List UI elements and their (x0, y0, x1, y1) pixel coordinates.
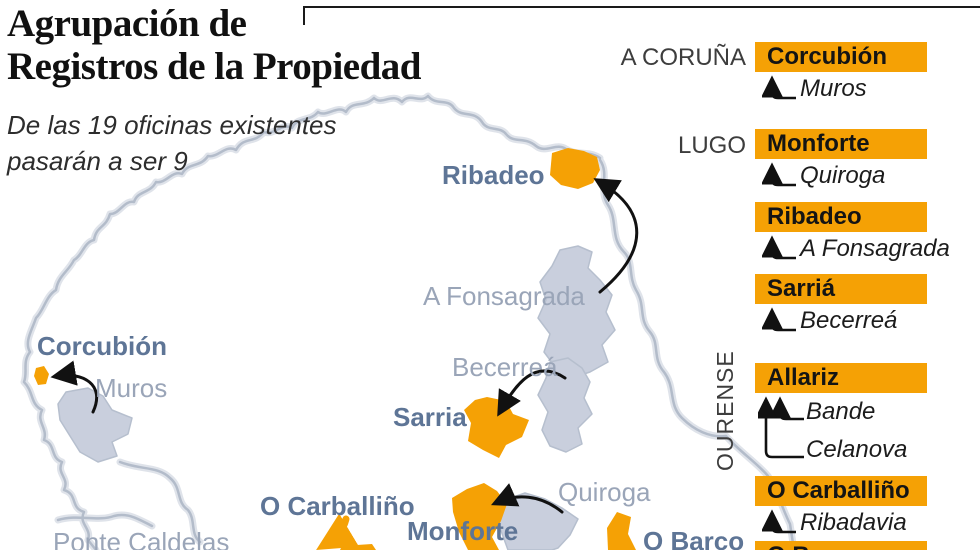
arrow-fonsagrada-to-ribadeo (593, 178, 639, 294)
muni-carballino-tip (340, 544, 376, 550)
top-rule-tick (303, 6, 305, 25)
legend-office-label: Allariz (767, 364, 840, 391)
muni-becerrea (537, 357, 593, 453)
arrow-becerrea-to-sarria (497, 369, 567, 417)
muni-ribadeo (550, 148, 600, 189)
legend-office-label: Ribadeo (767, 203, 862, 230)
page-subtitle: De las 19 oficinas existentes pasarán a … (7, 107, 337, 179)
legend-office-label: Sarriá (767, 275, 836, 302)
legend-absorbed-label: Ribadavia (800, 509, 907, 536)
muni-obarco (607, 512, 636, 550)
legend-office-corcubion: Corcubión (755, 42, 927, 72)
legend-office-label: Corcubión (767, 43, 887, 70)
map-label-pontecaldelas: Ponte Caldelas (53, 527, 230, 550)
map-label-corcubion: Corcubión (37, 331, 167, 361)
legend-office-sarria: Sarriá (755, 274, 927, 304)
subtitle-line-2: pasarán a ser 9 (7, 146, 188, 176)
legend-office-label: O Carballiño (767, 477, 910, 504)
legend-office-obarco: O Barco (755, 541, 927, 550)
muni-muros (57, 387, 133, 463)
arrow-muros-to-corcubion (50, 360, 99, 414)
legend-office-carballino: O Carballiño (755, 476, 927, 506)
legend-feeder-quiroga: Quiroga (760, 161, 885, 191)
legend-feeder-fonsagrada: A Fonsagrada (760, 234, 950, 264)
legend-feeder-ribadavia: Ribadavia (760, 508, 907, 538)
legend-office-monforte: Monforte (755, 129, 927, 159)
merge-arrow-icon (760, 307, 796, 332)
muni-corcubion (34, 366, 49, 385)
page-title: Agrupación de Registros de la Propiedad (7, 2, 422, 88)
legend-office-label: Monforte (767, 130, 870, 157)
merge-arrow-icon (760, 162, 796, 187)
merge-arrow-icon (760, 235, 796, 260)
legend-province-acoruna: A CORUÑA (620, 44, 746, 71)
map-label-carballino: O Carballiño (260, 491, 415, 521)
legend-feeder-muros: Muros (760, 74, 867, 104)
merge-arrow-icon (760, 75, 796, 100)
legend-absorbed-label: Quiroga (800, 162, 886, 189)
legend-absorbed-label: Muros (800, 75, 867, 102)
absorbed-municipalities (57, 245, 616, 550)
legend-feeder-becerrea: Becerreá (760, 306, 897, 336)
map-label-quiroga: Quiroga (558, 477, 651, 507)
top-rule (303, 6, 980, 8)
map-label-muros: Muros (95, 373, 168, 403)
legend-office-label: O Barco (767, 542, 860, 550)
relocation-arrows (50, 178, 639, 514)
map-label-ribadeo: Ribadeo (442, 160, 545, 190)
legend-province-ourense: OURENSE (712, 350, 738, 471)
map-label-fonsagrada: A Fonsagrada (423, 281, 585, 311)
legend-absorbed-label: Becerreá (800, 307, 898, 334)
title-line-1: Agrupación de (7, 2, 247, 45)
map-label-monforte: Monforte (407, 516, 519, 546)
legend-absorbed-label: Bande (806, 398, 876, 425)
legend-office-allariz: Allariz (755, 363, 927, 393)
legend-province-lugo: LUGO (677, 132, 746, 159)
title-line-2: Registros de la Propiedad (7, 45, 422, 88)
merge-double-arrow-icon (754, 396, 804, 459)
arrow-quiroga-to-monforte (491, 483, 564, 514)
subtitle-line-1: De las 19 oficinas existentes (7, 110, 337, 140)
legend-feeder-bande-celanova: Bande Celanova (754, 395, 907, 465)
map-label-sarria: Sarria (393, 402, 467, 432)
legend-absorbed-label: A Fonsagrada (800, 235, 950, 262)
arrow-carballino-pointer (316, 513, 360, 550)
map-label-obarco: O Barco (643, 526, 745, 550)
muni-fonsagrada (537, 245, 616, 379)
map-label-becerrea: Becerreá (452, 352, 558, 382)
muni-sarria (464, 397, 529, 458)
legend-office-ribadeo: Ribadeo (755, 202, 927, 232)
merge-arrow-icon (760, 509, 796, 534)
legend-absorbed-label: Celanova (806, 436, 908, 463)
coastline (22, 94, 796, 550)
